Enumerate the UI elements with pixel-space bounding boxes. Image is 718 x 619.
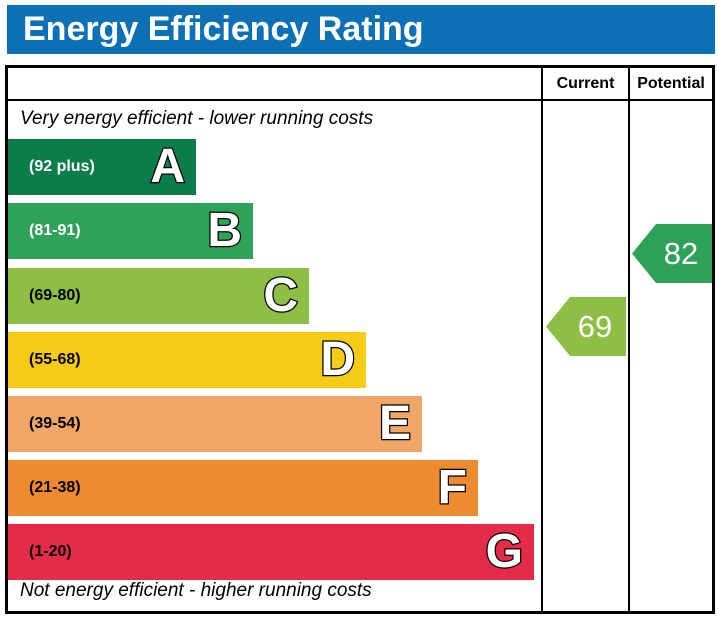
band-b-range-label: (81-91) bbox=[29, 222, 81, 239]
band-e-range-label: (39-54) bbox=[29, 415, 81, 432]
header-row-divider bbox=[8, 99, 712, 101]
band-row-c: (69-80) C bbox=[8, 268, 309, 324]
band-b-letter: B bbox=[206, 203, 243, 259]
band-f-letter: F bbox=[436, 460, 468, 516]
top-note: Very energy efficient - lower running co… bbox=[20, 108, 374, 129]
band-row-g: (1-20) G bbox=[8, 524, 534, 580]
band-row-f: (21-38) F bbox=[8, 460, 478, 516]
potential-rating-arrow: 82 bbox=[632, 224, 712, 283]
band-g-range-label: (1-20) bbox=[29, 543, 72, 560]
current-column-header: Current bbox=[556, 74, 615, 92]
current-column-divider bbox=[541, 68, 543, 611]
potential-rating-value: 82 bbox=[663, 235, 699, 271]
band-row-d: (55-68) D bbox=[8, 332, 366, 388]
epc-chart: Current Potential Very energy efficient … bbox=[5, 65, 715, 614]
band-c-letter: C bbox=[262, 268, 299, 324]
bottom-note: Not energy efficient - higher running co… bbox=[20, 580, 372, 601]
potential-column-header: Potential bbox=[637, 74, 705, 92]
band-row-a: (92 plus) A bbox=[8, 139, 196, 195]
title-bar: Energy Efficiency Rating bbox=[7, 5, 715, 54]
band-f-range-label: (21-38) bbox=[29, 479, 81, 496]
band-g-letter: G bbox=[484, 524, 524, 580]
band-d-letter: D bbox=[319, 332, 356, 388]
band-row-e: (39-54) E bbox=[8, 396, 422, 452]
band-row-b: (81-91) B bbox=[8, 203, 253, 259]
band-a-letter: A bbox=[149, 139, 186, 195]
page-title: Energy Efficiency Rating bbox=[23, 10, 424, 48]
band-e-letter: E bbox=[378, 396, 413, 452]
current-rating-arrow: 69 bbox=[546, 297, 626, 356]
band-c-range-label: (69-80) bbox=[29, 287, 81, 304]
band-a-range-label: (92 plus) bbox=[29, 158, 95, 175]
band-d-range-label: (55-68) bbox=[29, 351, 81, 368]
current-rating-value: 69 bbox=[577, 308, 613, 344]
potential-column-divider bbox=[628, 68, 630, 611]
